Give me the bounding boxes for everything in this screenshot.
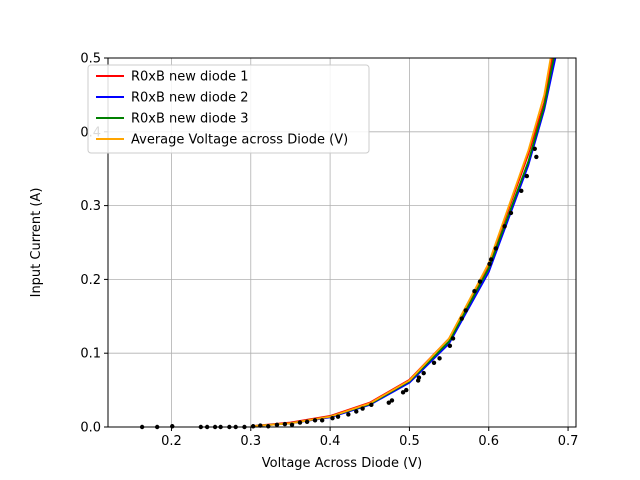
- data-point: [477, 279, 483, 284]
- data-point: [493, 246, 499, 251]
- x-axis: 0.2 0.3 0.4 0.5 0.6 0.7: [161, 427, 578, 449]
- data-point: [297, 420, 303, 425]
- x-axis-title: Voltage Across Diode (V): [262, 456, 422, 471]
- plot-frame: [107, 57, 577, 428]
- data-point: [274, 422, 280, 427]
- data-point: [431, 360, 437, 365]
- data-point: [354, 409, 359, 414]
- data-point: [519, 188, 524, 194]
- legend-label-2: R0xB new diode 2: [131, 91, 249, 106]
- fitted-curves: [250, 58, 557, 427]
- legend-label-4: Average Voltage across Diode (V): [131, 133, 348, 148]
- data-point: [335, 414, 341, 419]
- data-point: [312, 418, 318, 423]
- x-tick-label: 0.6: [478, 434, 499, 449]
- y-tick-label: 0.3: [80, 199, 101, 214]
- data-point: [532, 146, 537, 151]
- series-line-4: [250, 58, 552, 427]
- data-point: [330, 415, 335, 421]
- x-tick-label: 0.4: [320, 434, 341, 449]
- data-point: [463, 308, 468, 313]
- data-point: [400, 390, 406, 395]
- legend-label-3: R0xB new diode 3: [131, 112, 249, 127]
- data-point: [404, 387, 409, 393]
- data-point: [472, 289, 477, 294]
- legend-box: [87, 64, 370, 154]
- y-tick-label: 0.1: [80, 347, 101, 362]
- data-point: [304, 419, 310, 425]
- y-tick-label: 0.5: [80, 52, 101, 67]
- data-point: [389, 398, 395, 403]
- y-axis-title: Input Current (A): [29, 188, 44, 298]
- data-point: [170, 424, 175, 429]
- data-point: [282, 421, 288, 427]
- data-point: [502, 224, 507, 229]
- data-point: [250, 424, 256, 429]
- data-point: [488, 257, 494, 262]
- data-point: [266, 424, 271, 429]
- data-point: [508, 210, 514, 216]
- data-point: [289, 422, 295, 427]
- data-point: [386, 400, 391, 405]
- x-tick-label: 0.3: [240, 434, 261, 449]
- data-point: [369, 402, 374, 408]
- data-point: [360, 406, 365, 411]
- data-point: [534, 154, 539, 160]
- data-point: [450, 336, 456, 341]
- data-point: [319, 418, 325, 423]
- y-tick-label: 0.0: [80, 421, 101, 436]
- x-tick-label: 0.5: [399, 434, 420, 449]
- x-tick-label: 0.7: [558, 434, 579, 449]
- data-point: [421, 370, 426, 376]
- data-point: [346, 412, 351, 417]
- y-tick-label: 0.2: [80, 273, 101, 288]
- x-tick-label: 0.2: [161, 434, 182, 449]
- data-point: [437, 356, 442, 361]
- legend-label-1: R0xB new diode 1: [131, 70, 249, 85]
- data-point: [487, 261, 492, 267]
- legend: R0xB new diode 1 R0xB new diode 2 R0xB new…: [87, 64, 370, 154]
- data-point: [524, 173, 530, 179]
- y-axis: 0.00.10.20.30.40.5: [80, 52, 108, 436]
- data-point: [459, 316, 464, 321]
- data-point: [416, 375, 422, 380]
- data-point: [447, 343, 453, 349]
